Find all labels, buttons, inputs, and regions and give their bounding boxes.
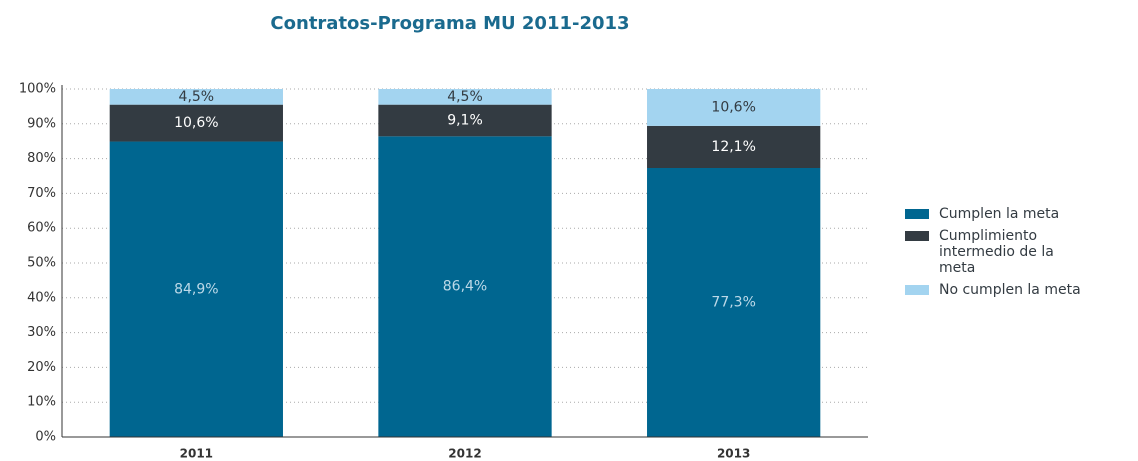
y-tick-label: 90% xyxy=(27,116,56,131)
x-tick-label: 2011 xyxy=(180,447,213,461)
y-tick-label: 60% xyxy=(27,221,56,236)
x-tick-label: 2012 xyxy=(448,447,481,461)
bar-segment xyxy=(109,141,283,437)
y-tick-label: 100% xyxy=(19,82,56,97)
y-tick-label: 80% xyxy=(27,151,56,166)
chart-title: Contratos-Programa MU 2011-2013 xyxy=(270,13,629,34)
data-label: 86,4% xyxy=(443,279,487,295)
y-tick-label: 50% xyxy=(27,256,56,271)
legend: Cumplen la meta Cumplimiento intermedio d… xyxy=(905,206,1085,304)
legend-swatch xyxy=(905,285,929,295)
data-label: 12,1% xyxy=(711,139,755,155)
legend-label: Cumplimiento intermedio de la meta xyxy=(939,228,1054,276)
bar-segment xyxy=(647,125,821,168)
bar-segment xyxy=(647,89,821,126)
legend-swatch xyxy=(905,209,929,219)
data-label: 4,5% xyxy=(179,89,215,105)
x-tick-label: 2013 xyxy=(717,447,750,461)
y-tick-label: 10% xyxy=(27,395,56,410)
y-tick-label: 30% xyxy=(27,325,56,340)
y-tick-label: 40% xyxy=(27,290,56,305)
data-label: 77,3% xyxy=(711,294,755,310)
bar-segment xyxy=(378,104,552,137)
data-label: 9,1% xyxy=(447,112,483,128)
bar-segment xyxy=(647,167,821,437)
data-label: 84,9% xyxy=(174,281,218,297)
data-label: 4,5% xyxy=(447,89,483,105)
data-label: 10,6% xyxy=(174,115,218,131)
bar-segment xyxy=(378,89,552,105)
bar-segment xyxy=(109,104,283,142)
y-tick-label: 0% xyxy=(35,430,56,445)
legend-label: Cumplen la meta xyxy=(939,206,1060,222)
y-tick-label: 20% xyxy=(27,360,56,375)
data-label: 10,6% xyxy=(711,99,755,115)
legend-item: No cumplen la meta xyxy=(905,282,1085,298)
legend-swatch xyxy=(905,231,929,241)
legend-label: No cumplen la meta xyxy=(939,282,1081,298)
legend-item: Cumplimiento intermedio de la meta xyxy=(905,228,1085,276)
bar-segment xyxy=(378,136,552,437)
y-tick-label: 70% xyxy=(27,186,56,201)
bar-segment xyxy=(109,89,283,105)
legend-item: Cumplen la meta xyxy=(905,206,1085,222)
